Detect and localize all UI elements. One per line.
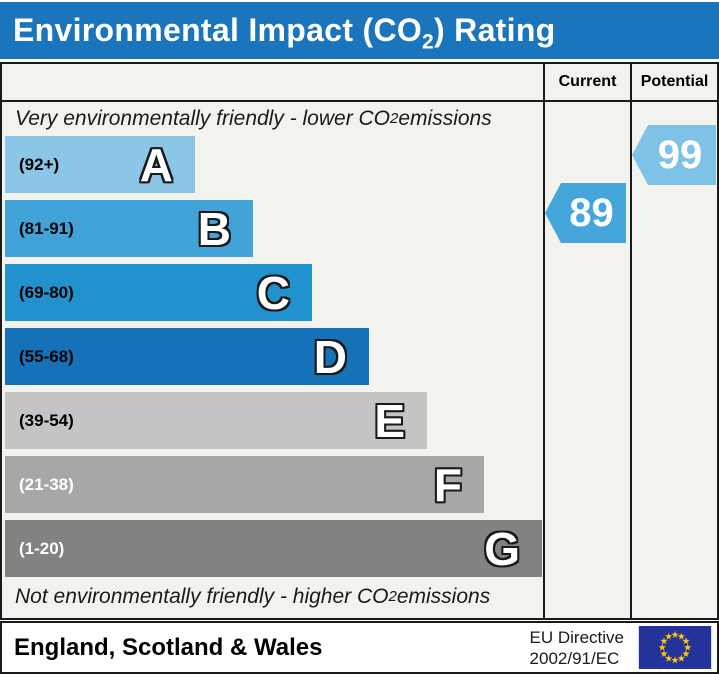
band-d-range: (55-68) (19, 346, 74, 366)
header-spacer-cell (2, 64, 543, 100)
band-g: (1-20) G (5, 520, 542, 577)
eu-flag-icon (638, 626, 712, 669)
potential-rating-value: 99 (657, 133, 703, 177)
top-note: Very environmentally friendly - lower CO… (15, 107, 492, 130)
current-column-header: Current (543, 64, 630, 100)
band-f-range: (21-38) (19, 474, 74, 494)
chart-title-text-end: ) Rating (434, 12, 556, 48)
band-e-letter: E (374, 394, 405, 447)
bottom-note: Not environmentally friendly - higher CO… (15, 585, 491, 608)
table-header-row: Current Potential (2, 64, 717, 102)
top-note-text: Very environmentally friendly - lower CO (15, 107, 391, 130)
top-note-text-end: emissions (398, 107, 492, 130)
band-b-range: (81-91) (19, 218, 74, 238)
potential-column-header: Potential (630, 64, 717, 100)
band-c-letter: C (256, 266, 290, 319)
bottom-note-text: Not environmentally friendly - higher CO (15, 585, 389, 608)
band-e-range: (39-54) (19, 410, 74, 430)
chart-title-subscript: 2 (422, 30, 435, 54)
band-g-letter: G (484, 522, 520, 575)
current-rating-arrow: 89 (545, 183, 626, 243)
rating-table: Current Potential Very environmentally f… (0, 62, 719, 620)
chart-title-bar: Environmental Impact (CO2) Rating (0, 2, 719, 59)
band-f-letter: F (433, 458, 462, 511)
region-label: England, Scotland & Wales (14, 633, 323, 661)
bottom-note-text-end: emissions (396, 585, 491, 608)
current-rating-value: 89 (569, 191, 614, 235)
chart-title-text: Environmental Impact (CO (13, 12, 423, 48)
footer-bar: England, Scotland & Wales EU Directive 2… (0, 621, 719, 674)
table-body-row: Very environmentally friendly - lower CO… (2, 102, 717, 618)
band-a-range: (92+) (19, 154, 60, 174)
band-g-range: (1-20) (19, 538, 65, 558)
potential-rating-arrow: 99 (632, 125, 716, 185)
eu-directive-line2: 2002/91/EC (529, 648, 620, 668)
eu-directive-label: EU Directive 2002/91/EC (530, 627, 624, 669)
band-c-range: (69-80) (19, 282, 74, 302)
band-chart-area: Very environmentally friendly - lower CO… (2, 102, 543, 618)
band-a: (92+) A (5, 136, 195, 193)
band-c: (69-80) C (5, 264, 312, 321)
band-d: (55-68) D (5, 328, 369, 385)
eu-directive-line1: EU Directive (529, 627, 624, 647)
chart-title: Environmental Impact (CO2) Rating (13, 12, 556, 52)
current-value-cell: 89 (543, 102, 630, 618)
band-b: (81-91) B (5, 200, 253, 257)
band-e: (39-54) E (5, 392, 427, 449)
band-f: (21-38) F (5, 456, 484, 513)
rating-bands: (92+) A (81-91) B (69-80) C (55-68) D (2, 136, 543, 577)
band-b-letter: B (197, 202, 231, 255)
potential-value-cell: 99 (630, 102, 717, 618)
band-a-letter: A (139, 138, 173, 191)
band-d-letter: D (313, 330, 347, 383)
